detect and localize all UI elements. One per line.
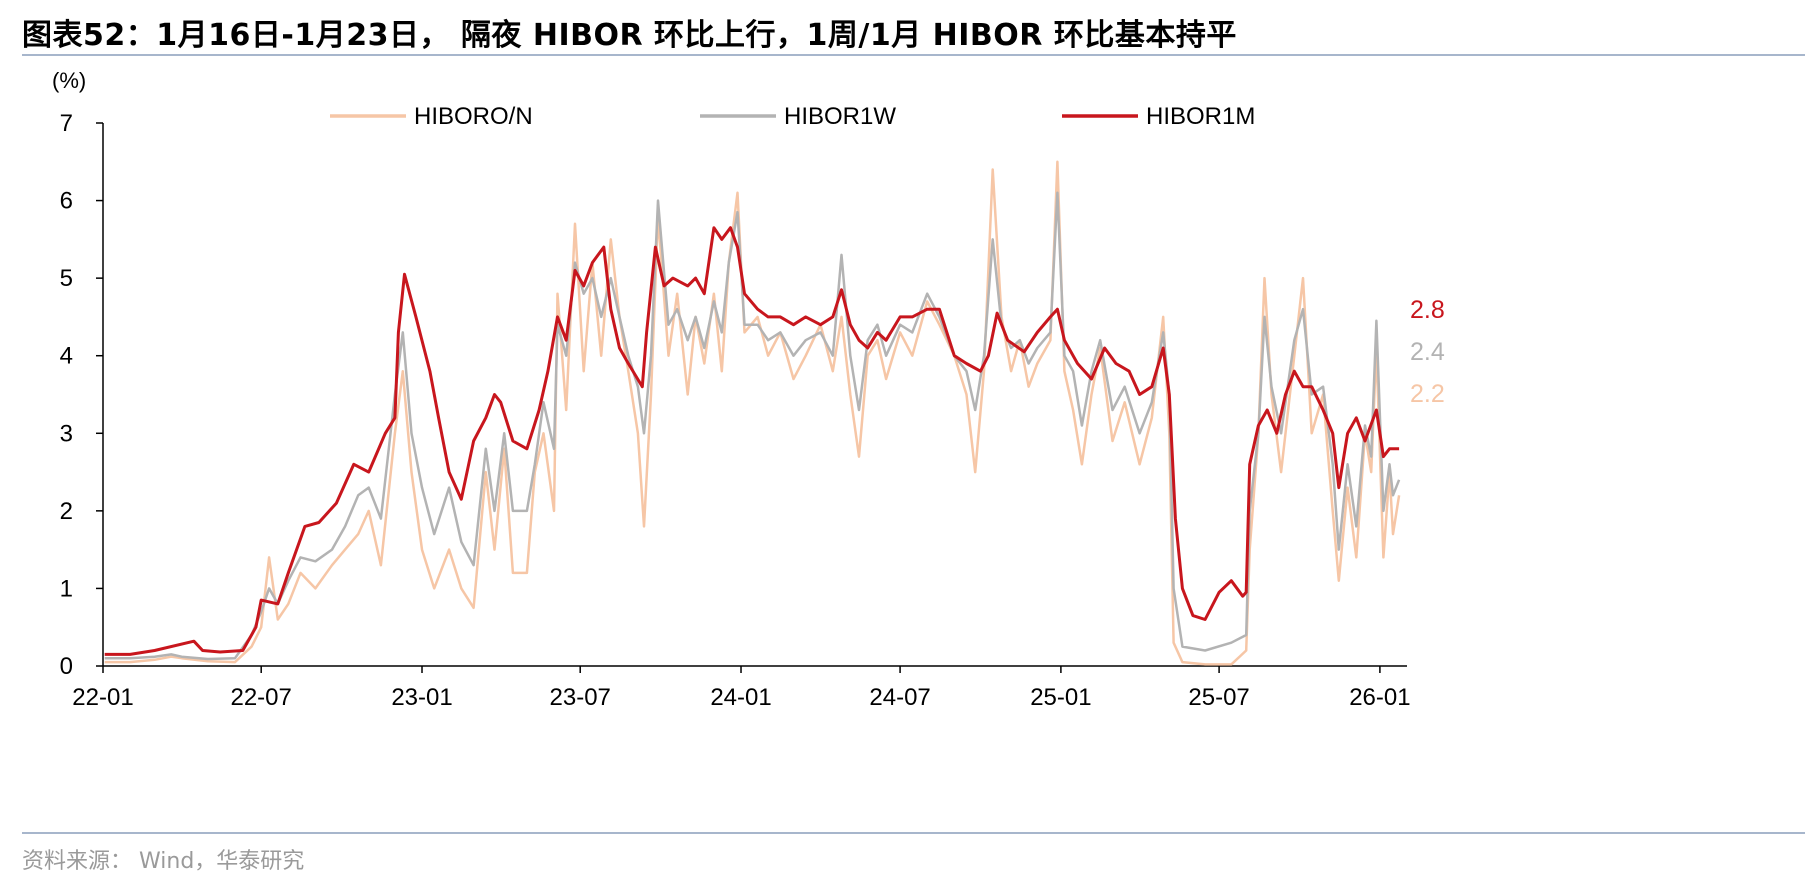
series-end-labels: 2.2 2.4 2.8 bbox=[1410, 296, 1445, 408]
y-tick-label: 7 bbox=[60, 110, 73, 137]
x-tick-label: 24-01 bbox=[710, 684, 771, 711]
y-tick-label: 3 bbox=[60, 420, 73, 447]
legend-label-on: HIBORO/N bbox=[414, 103, 533, 130]
end-value-label-on: 2.2 bbox=[1410, 380, 1445, 408]
series-line-w1 bbox=[104, 191, 1401, 661]
x-tick-label: 22-07 bbox=[230, 684, 291, 711]
source-note: 资料来源： Wind，华泰研究 bbox=[22, 849, 305, 874]
legend-label-m1: HIBOR1M bbox=[1146, 103, 1255, 130]
y-tick-label: 5 bbox=[60, 265, 73, 292]
series-line-m1 bbox=[104, 226, 1400, 656]
y-axis-unit-label: (%) bbox=[52, 68, 86, 93]
chart-axes: (%) 0 1 2 3 4 5 6 7 22-01 22-07 23-01 23-07 24-01 24-0… bbox=[52, 68, 1411, 711]
y-tick-label: 6 bbox=[60, 188, 73, 215]
legend-label-w1: HIBOR1W bbox=[784, 103, 896, 130]
y-tick-label: 1 bbox=[60, 575, 73, 602]
x-tick-label: 25-07 bbox=[1188, 684, 1249, 711]
chart-title: 图表52：1月16日-1月23日， 隔夜 HIBOR 环比上行，1周/1月 HI… bbox=[22, 18, 1237, 53]
series-line-on bbox=[104, 160, 1401, 666]
x-tick-label: 22-01 bbox=[72, 684, 133, 711]
y-tick-label: 2 bbox=[60, 498, 73, 525]
y-tick-label: 4 bbox=[60, 343, 73, 370]
x-tick-label: 24-07 bbox=[869, 684, 930, 711]
y-tick-label: 0 bbox=[60, 653, 73, 680]
x-tick-label: 23-01 bbox=[391, 684, 452, 711]
hibor-line-chart: (%) 0 1 2 3 4 5 6 7 22-01 22-07 23-01 23-07 24-01 24-0… bbox=[52, 68, 1445, 711]
chart-legend: HIBORO/N HIBOR1W HIBOR1M bbox=[330, 103, 1255, 130]
x-tick-label: 25-01 bbox=[1030, 684, 1091, 711]
chart-series-lines bbox=[104, 160, 1401, 666]
footer-divider bbox=[22, 832, 1805, 834]
x-tick-label: 23-07 bbox=[550, 684, 611, 711]
end-value-label-m1: 2.8 bbox=[1410, 296, 1445, 324]
x-tick-label: 26-01 bbox=[1349, 684, 1410, 711]
title-divider bbox=[22, 54, 1805, 56]
end-value-label-w1: 2.4 bbox=[1410, 338, 1445, 366]
